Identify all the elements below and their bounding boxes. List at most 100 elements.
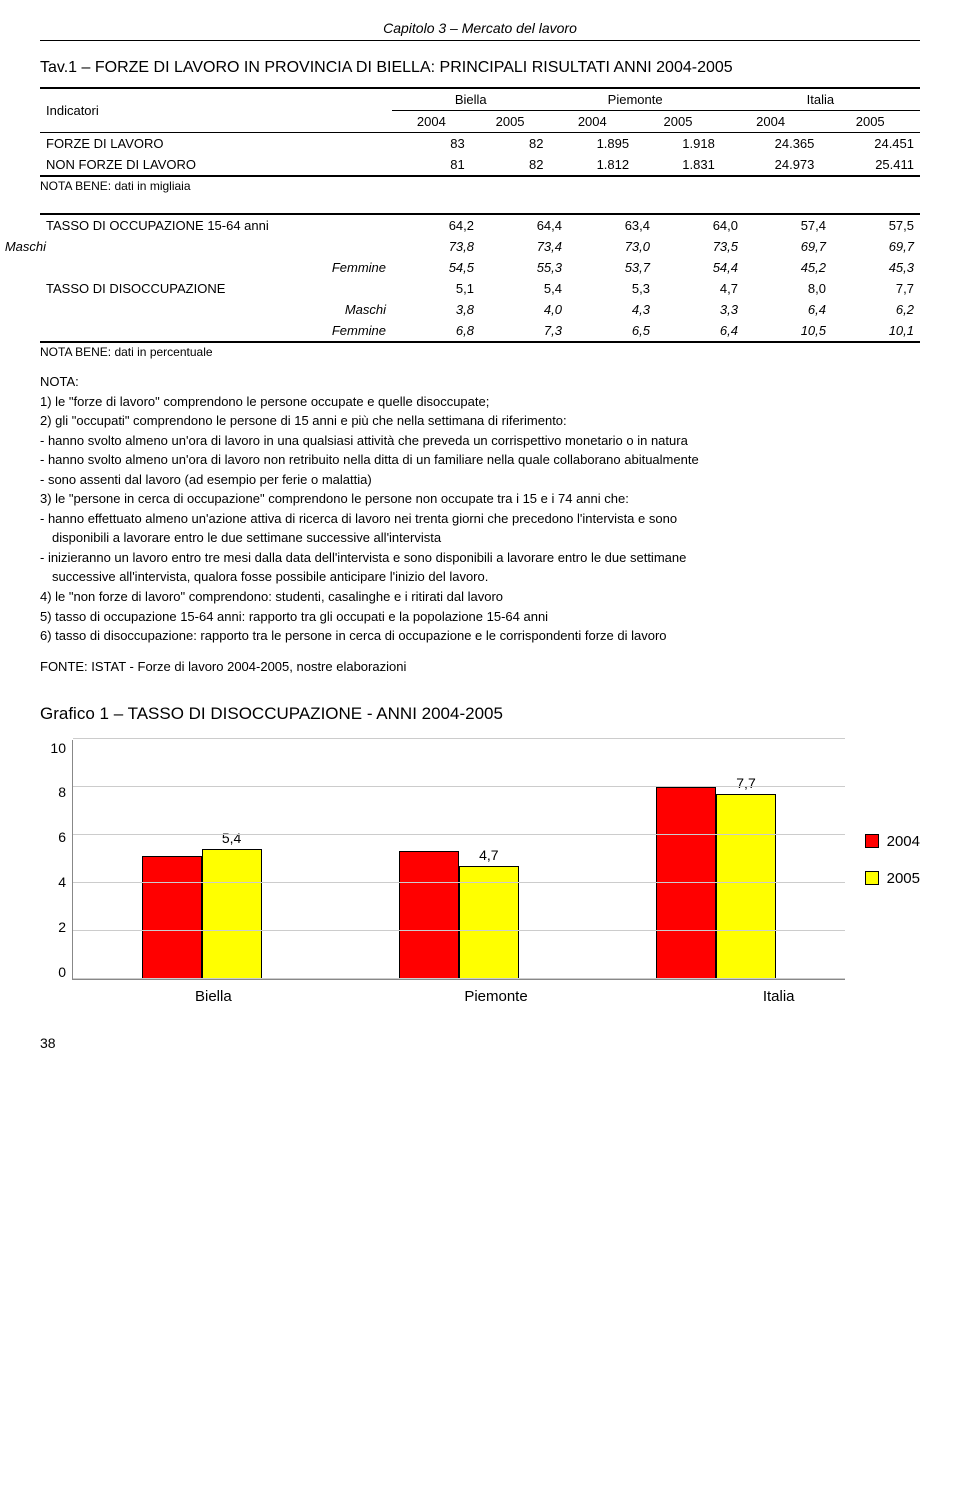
cell: 82 bbox=[471, 133, 550, 155]
x-tick-label: Italia bbox=[637, 988, 920, 1005]
cell: 4,7 bbox=[656, 278, 744, 299]
nota-block: NOTA: 1) le "forze di lavoro" comprendon… bbox=[40, 373, 920, 645]
cell: 83 bbox=[392, 133, 471, 155]
cell: 25.411 bbox=[820, 154, 920, 176]
cell: 6,4 bbox=[656, 320, 744, 342]
row-label: Femmine bbox=[40, 257, 392, 278]
bar: 5,3 bbox=[399, 851, 459, 978]
cell: 73,5 bbox=[656, 236, 744, 257]
tav-title: Tav.1 – FORZE DI LAVORO IN PROVINCIA DI … bbox=[40, 59, 920, 77]
table-forze: Indicatori Biella Piemonte Italia 2004 2… bbox=[40, 87, 920, 177]
y-axis: 0246810 bbox=[40, 740, 72, 980]
row-label: Maschi bbox=[40, 299, 392, 320]
cell: 64,0 bbox=[656, 214, 744, 236]
cell: 24.973 bbox=[721, 154, 821, 176]
legend-label: 2004 bbox=[887, 833, 920, 850]
x-axis-labels: BiellaPiemonteItalia bbox=[72, 988, 920, 1005]
nota-line: successive all'intervista, qualora fosse… bbox=[40, 568, 920, 586]
nota-line: - inizieranno un lavoro entro tre mesi d… bbox=[40, 549, 920, 567]
bar: 5,1 bbox=[142, 856, 202, 978]
cell: 24.451 bbox=[820, 133, 920, 155]
year-h: 2004 bbox=[721, 111, 821, 133]
x-tick-label: Piemonte bbox=[355, 988, 638, 1005]
cell: 1.895 bbox=[549, 133, 635, 155]
cell: 3,3 bbox=[656, 299, 744, 320]
bar: 5,4 bbox=[202, 849, 262, 979]
page-number: 38 bbox=[40, 1035, 920, 1051]
region-biella: Biella bbox=[392, 88, 549, 111]
source-text: FONTE: ISTAT - Forze di lavoro 2004-2005… bbox=[40, 659, 920, 674]
cell: 53,7 bbox=[568, 257, 656, 278]
y-tick: 8 bbox=[58, 784, 66, 800]
cell: 64,2 bbox=[392, 214, 480, 236]
chart-title: Grafico 1 – TASSO DI DISOCCUPAZIONE - AN… bbox=[40, 704, 920, 724]
cell: 54,5 bbox=[392, 257, 480, 278]
cell: 10,1 bbox=[832, 320, 920, 342]
region-piemonte: Piemonte bbox=[549, 88, 720, 111]
chart: 0246810 5,15,45,34,78,07,7 20042005 bbox=[40, 740, 920, 980]
row-label: Maschi bbox=[40, 236, 392, 257]
cell: 6,2 bbox=[832, 299, 920, 320]
bar-value-label: 5,3 bbox=[419, 832, 438, 848]
cell: 3,8 bbox=[392, 299, 480, 320]
bar-value-label: 7,7 bbox=[736, 775, 755, 791]
cell: 24.365 bbox=[721, 133, 821, 155]
cell: 81 bbox=[392, 154, 471, 176]
cell: 1.918 bbox=[635, 133, 721, 155]
nota-heading: NOTA: bbox=[40, 373, 920, 391]
cell: 69,7 bbox=[744, 236, 832, 257]
cell: 6,8 bbox=[392, 320, 480, 342]
y-tick: 0 bbox=[58, 964, 66, 980]
cell: 6,4 bbox=[744, 299, 832, 320]
cell: 5,3 bbox=[568, 278, 656, 299]
cell: 82 bbox=[471, 154, 550, 176]
y-tick: 10 bbox=[50, 740, 66, 756]
legend-item: 2004 bbox=[865, 833, 920, 850]
cell: 7,3 bbox=[480, 320, 568, 342]
table-tassi: TASSO DI OCCUPAZIONE 15-64 anni 64,2 64,… bbox=[40, 213, 920, 343]
bar-group: 5,34,7 bbox=[330, 851, 587, 978]
cell: 45,2 bbox=[744, 257, 832, 278]
nota-line: - hanno effettuato almeno un'azione atti… bbox=[40, 510, 920, 528]
nota-line: disponibili a lavorare entro le due sett… bbox=[40, 529, 920, 547]
year-h: 2005 bbox=[471, 111, 550, 133]
running-header: Capitolo 3 – Mercato del lavoro bbox=[40, 20, 920, 41]
indicatori-header: Indicatori bbox=[40, 88, 392, 133]
bar-value-label: 5,4 bbox=[222, 830, 241, 846]
nota-line: 3) le "persone in cerca di occupazione" … bbox=[40, 490, 920, 508]
cell: 7,7 bbox=[832, 278, 920, 299]
y-tick: 4 bbox=[58, 874, 66, 890]
year-h: 2005 bbox=[635, 111, 721, 133]
nota-line: 1) le "forze di lavoro" comprendono le p… bbox=[40, 393, 920, 411]
nota-line: 5) tasso di occupazione 15-64 anni: rapp… bbox=[40, 608, 920, 626]
year-h: 2004 bbox=[392, 111, 471, 133]
table1-note: NOTA BENE: dati in migliaia bbox=[40, 179, 920, 193]
row-label: Femmine bbox=[40, 320, 392, 342]
cell: 4,0 bbox=[480, 299, 568, 320]
legend-swatch bbox=[865, 871, 879, 885]
cell: 73,4 bbox=[480, 236, 568, 257]
row-label: FORZE DI LAVORO bbox=[40, 133, 392, 155]
year-h: 2004 bbox=[549, 111, 635, 133]
cell: 5,4 bbox=[480, 278, 568, 299]
cell: 54,4 bbox=[656, 257, 744, 278]
chart-plot: 5,15,45,34,78,07,7 bbox=[72, 740, 845, 980]
x-tick-label: Biella bbox=[72, 988, 355, 1005]
bar-value-label: 4,7 bbox=[479, 847, 498, 863]
region-italia: Italia bbox=[721, 88, 920, 111]
row-label: NON FORZE DI LAVORO bbox=[40, 154, 392, 176]
bar: 7,7 bbox=[716, 794, 776, 979]
cell: 64,4 bbox=[480, 214, 568, 236]
bar: 4,7 bbox=[459, 866, 519, 979]
bar-group: 5,15,4 bbox=[73, 849, 330, 979]
cell: 5,1 bbox=[392, 278, 480, 299]
legend-label: 2005 bbox=[887, 870, 920, 887]
nota-line: 6) tasso di disoccupazione: rapporto tra… bbox=[40, 627, 920, 645]
nota-line: - hanno svolto almeno un'ora di lavoro n… bbox=[40, 451, 920, 469]
nota-line: 4) le "non forze di lavoro" comprendono:… bbox=[40, 588, 920, 606]
cell: 4,3 bbox=[568, 299, 656, 320]
cell: 45,3 bbox=[832, 257, 920, 278]
cell: 73,8 bbox=[392, 236, 480, 257]
table2-note: NOTA BENE: dati in percentuale bbox=[40, 345, 920, 359]
cell: 10,5 bbox=[744, 320, 832, 342]
